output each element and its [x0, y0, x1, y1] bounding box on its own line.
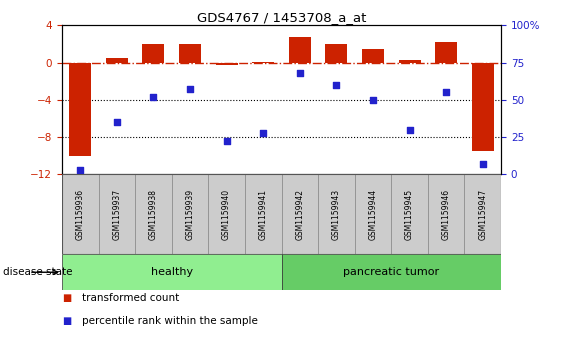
- Point: [258, 130, 268, 135]
- Bar: [106, 58, 128, 62]
- Point: [368, 97, 377, 103]
- Point: [222, 139, 231, 144]
- Bar: [142, 44, 164, 62]
- Bar: [282, 254, 501, 290]
- Bar: [216, 62, 238, 65]
- Point: [112, 119, 122, 125]
- Bar: [325, 44, 347, 62]
- Text: GSM1159939: GSM1159939: [186, 189, 194, 240]
- Text: healthy: healthy: [151, 267, 193, 277]
- Text: GSM1159941: GSM1159941: [259, 189, 267, 240]
- Point: [442, 89, 451, 95]
- Text: disease state: disease state: [3, 267, 72, 277]
- Point: [185, 86, 195, 92]
- Point: [296, 70, 305, 76]
- Point: [332, 82, 341, 88]
- Title: GDS4767 / 1453708_a_at: GDS4767 / 1453708_a_at: [197, 11, 366, 24]
- Bar: [69, 62, 91, 156]
- Text: GSM1159943: GSM1159943: [332, 189, 341, 240]
- Text: transformed count: transformed count: [82, 293, 179, 303]
- Bar: [62, 174, 99, 254]
- Bar: [245, 174, 282, 254]
- Bar: [179, 44, 201, 62]
- Text: percentile rank within the sample: percentile rank within the sample: [82, 316, 257, 326]
- Text: GSM1159945: GSM1159945: [405, 189, 414, 240]
- Point: [405, 127, 414, 132]
- Text: GSM1159938: GSM1159938: [149, 189, 158, 240]
- Bar: [435, 42, 457, 62]
- Text: GSM1159942: GSM1159942: [296, 189, 304, 240]
- Text: GSM1159936: GSM1159936: [76, 189, 84, 240]
- Bar: [464, 174, 501, 254]
- Text: GSM1159940: GSM1159940: [222, 189, 231, 240]
- Text: GSM1159937: GSM1159937: [113, 189, 121, 240]
- Bar: [208, 174, 245, 254]
- Bar: [362, 49, 384, 62]
- Text: GSM1159946: GSM1159946: [442, 189, 450, 240]
- Bar: [172, 174, 208, 254]
- Point: [75, 167, 84, 173]
- Bar: [391, 174, 428, 254]
- Bar: [135, 174, 172, 254]
- Bar: [399, 60, 421, 62]
- Bar: [472, 62, 494, 151]
- Bar: [99, 174, 135, 254]
- Bar: [62, 254, 282, 290]
- Bar: [289, 37, 311, 62]
- Bar: [428, 174, 464, 254]
- Text: GSM1159944: GSM1159944: [369, 189, 377, 240]
- Point: [149, 94, 158, 100]
- Bar: [355, 174, 391, 254]
- Bar: [318, 174, 355, 254]
- Bar: [282, 174, 318, 254]
- Text: GSM1159947: GSM1159947: [479, 189, 487, 240]
- Text: ■: ■: [62, 316, 71, 326]
- Text: pancreatic tumor: pancreatic tumor: [343, 267, 439, 277]
- Point: [478, 161, 487, 167]
- Text: ■: ■: [62, 293, 71, 303]
